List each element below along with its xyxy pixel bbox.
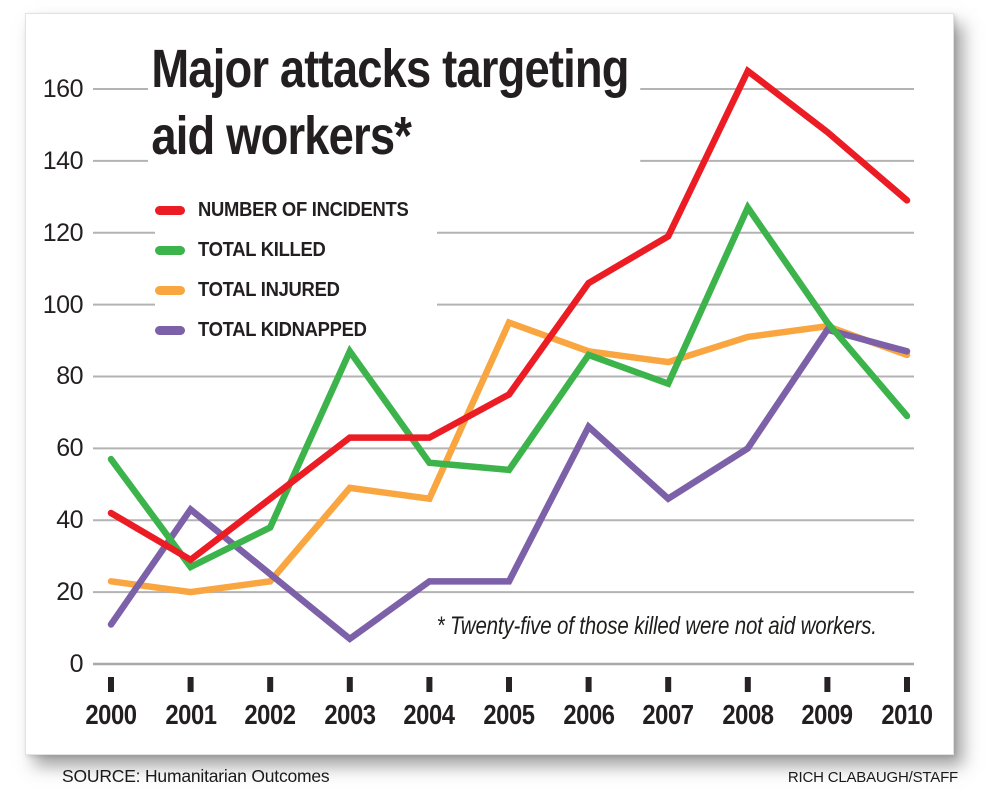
x-tick-2004 — [426, 677, 433, 692]
y-axis-label-60: 60 — [56, 434, 83, 463]
y-axis-label-0: 0 — [69, 650, 84, 678]
x-tick-2003 — [346, 677, 353, 692]
x-axis-label-2001: 2001 — [164, 699, 217, 730]
x-axis-label-2007: 2007 — [642, 699, 695, 730]
x-tick-2002 — [267, 677, 274, 692]
legend-label-total-killed: TOTAL KILLED — [198, 238, 326, 261]
x-axis-label-2003: 2003 — [324, 699, 376, 730]
x-axis-label-2004: 2004 — [403, 699, 456, 730]
x-tick-2010 — [904, 677, 910, 692]
chart-title-line1: Major attacks targeting — [151, 39, 629, 99]
x-axis-label-2000: 2000 — [85, 699, 137, 730]
legend-label-number-of-incidents: NUMBER OF INCIDENTS — [198, 198, 409, 221]
legend-swatch-total-injured — [155, 285, 185, 295]
x-tick-2009 — [824, 677, 831, 692]
x-tick-2007 — [665, 677, 672, 692]
artist-credit: RICH CLABAUGH/STAFF — [787, 769, 958, 786]
legend-item-total-kidnapped: TOTAL KIDNAPPED — [155, 310, 427, 350]
y-axis-label-20: 20 — [56, 578, 83, 607]
legend-swatch-total-kidnapped — [155, 325, 185, 335]
legend-swatch-total-killed — [155, 245, 185, 255]
chart-card: Major attacks targeting aid workers* NUM… — [25, 13, 954, 755]
chart-title-line2: aid workers* — [151, 105, 412, 166]
y-axis-label-40: 40 — [56, 506, 83, 535]
x-tick-2005 — [506, 677, 512, 692]
x-tick-2006 — [585, 677, 592, 692]
source-credit: SOURCE: Humanitarian Outcomes — [62, 766, 330, 786]
x-axis-label-2010: 2010 — [881, 699, 933, 730]
x-axis-label-2009: 2009 — [801, 699, 854, 730]
x-axis-label-2005: 2005 — [483, 699, 535, 730]
legend-label-total-injured: TOTAL INJURED — [198, 278, 340, 301]
legend-item-number-of-incidents: NUMBER OF INCIDENTS — [155, 190, 427, 230]
y-axis-label-80: 80 — [56, 362, 83, 391]
x-axis-label-2008: 2008 — [722, 699, 774, 730]
legend: NUMBER OF INCIDENTS TOTAL KILLED TOTAL I… — [155, 186, 437, 354]
x-axis-label-2002: 2002 — [244, 699, 297, 730]
chart-title: Major attacks targeting aid workers* — [148, 36, 641, 176]
legend-item-total-killed: TOTAL KILLED — [155, 230, 427, 270]
legend-label-total-kidnapped: TOTAL KIDNAPPED — [198, 318, 367, 341]
x-axis-label-2006: 2006 — [562, 699, 615, 730]
x-tick-2008 — [744, 677, 751, 692]
x-tick-2001 — [187, 677, 194, 692]
y-axis-label-120: 120 — [42, 218, 84, 247]
legend-item-total-injured: TOTAL INJURED — [155, 270, 427, 310]
chart-footnote: * Twenty-five of those killed were not a… — [436, 612, 877, 640]
y-axis-label-160: 160 — [42, 74, 84, 103]
legend-swatch-number-of-incidents — [155, 205, 185, 215]
y-axis-label-100: 100 — [42, 290, 84, 319]
y-axis-label-140: 140 — [42, 146, 84, 175]
x-tick-2000 — [108, 677, 114, 692]
